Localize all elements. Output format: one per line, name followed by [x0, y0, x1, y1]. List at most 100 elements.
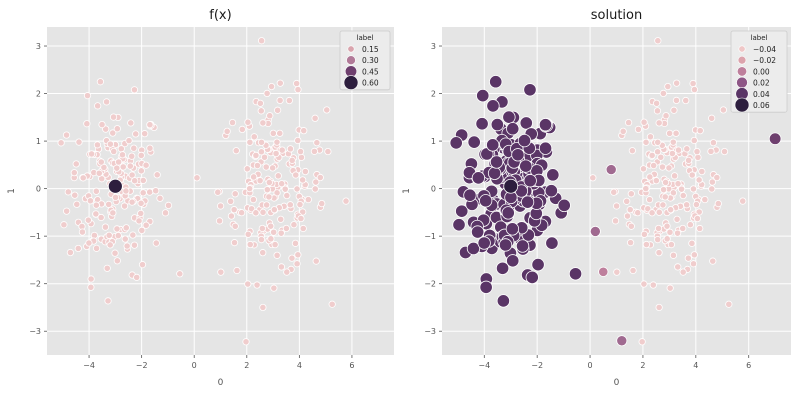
data-point	[217, 202, 225, 210]
data-point	[490, 117, 504, 132]
x-axis-label: 0	[614, 378, 620, 388]
data-point	[135, 217, 143, 225]
data-point	[92, 244, 101, 252]
data-point	[708, 114, 716, 122]
data-point	[625, 118, 633, 127]
legend-entry-label: 0.45	[362, 67, 379, 76]
data-point	[278, 146, 286, 154]
data-point	[291, 239, 300, 247]
data-point	[495, 261, 510, 275]
data-point	[259, 119, 267, 127]
data-point	[257, 148, 266, 156]
data-point	[176, 270, 184, 278]
data-point	[83, 92, 92, 100]
data-point	[118, 151, 127, 159]
scatter-panel-fx: −4 −2 0 2 4 6 −3 −2 −1 0 1 2 3 f(x) 0 1 label 0.15 0.30 0.4…	[7, 8, 394, 388]
data-point	[259, 303, 267, 312]
data-point	[655, 303, 663, 312]
data-point	[96, 78, 105, 86]
data-point	[98, 120, 106, 129]
data-point	[669, 138, 677, 146]
data-point	[114, 231, 122, 240]
x-tick-label: −4	[83, 361, 95, 370]
data-point	[262, 163, 270, 171]
data-point	[696, 127, 704, 135]
data-point	[713, 173, 721, 182]
legend-title: label	[751, 34, 768, 42]
data-point	[106, 140, 115, 148]
data-point	[642, 138, 650, 146]
data-point	[286, 201, 294, 209]
data-point	[270, 228, 278, 236]
data-point	[266, 112, 274, 120]
data-point	[92, 187, 100, 195]
data-point	[277, 263, 286, 271]
data-point	[323, 106, 331, 114]
y-tick-label: −2	[424, 280, 436, 289]
data-point	[153, 171, 161, 179]
data-point	[276, 79, 284, 87]
data-point	[109, 209, 117, 217]
data-point	[244, 280, 252, 288]
legend-marker	[734, 97, 750, 113]
data-point	[227, 197, 235, 205]
data-point	[708, 185, 716, 193]
data-point	[257, 37, 266, 45]
data-point	[57, 139, 65, 147]
data-point	[301, 167, 309, 176]
data-point	[626, 206, 634, 214]
data-point	[479, 280, 493, 294]
data-point	[137, 151, 145, 159]
data-point	[138, 226, 146, 235]
data-point	[640, 280, 648, 288]
data-point	[101, 223, 110, 231]
data-point	[627, 222, 635, 230]
data-point	[242, 338, 250, 346]
legend-marker	[736, 76, 748, 89]
data-point	[293, 79, 301, 88]
legend-marker	[736, 66, 748, 77]
data-point	[696, 224, 704, 233]
data-point	[286, 145, 295, 153]
x-tick-label: 0	[588, 361, 593, 370]
data-point	[300, 127, 308, 135]
data-point	[506, 122, 520, 136]
data-point	[684, 156, 693, 164]
data-point	[246, 185, 254, 193]
data-point	[71, 191, 79, 199]
data-point	[682, 96, 690, 105]
data-point	[249, 196, 257, 204]
data-point	[83, 120, 91, 128]
legend-entry-label: 0.30	[362, 56, 379, 65]
data-point	[506, 254, 520, 268]
data-point	[292, 171, 300, 179]
data-point	[122, 187, 130, 195]
data-point	[230, 206, 238, 214]
data-point	[78, 228, 87, 236]
x-tick-label: −2	[531, 361, 543, 370]
x-tick-label: 2	[244, 361, 249, 370]
data-point	[589, 225, 601, 237]
data-point	[520, 195, 535, 209]
y-tick-label: −1	[424, 232, 436, 241]
data-point	[133, 273, 141, 281]
data-point	[452, 218, 466, 232]
data-point	[455, 204, 469, 218]
data-point	[267, 82, 276, 91]
data-point	[645, 196, 654, 204]
data-point	[79, 174, 87, 182]
data-point	[104, 297, 112, 305]
data-point	[523, 174, 537, 188]
data-point	[128, 152, 136, 160]
data-point	[605, 164, 617, 176]
data-point	[276, 129, 284, 137]
data-point	[297, 153, 306, 161]
data-point	[263, 201, 271, 209]
data-point	[646, 173, 654, 181]
data-point	[127, 119, 135, 127]
data-point	[142, 161, 150, 169]
data-point	[214, 188, 222, 196]
data-point	[137, 209, 145, 218]
data-point	[297, 214, 305, 223]
legend-marker	[347, 45, 355, 53]
